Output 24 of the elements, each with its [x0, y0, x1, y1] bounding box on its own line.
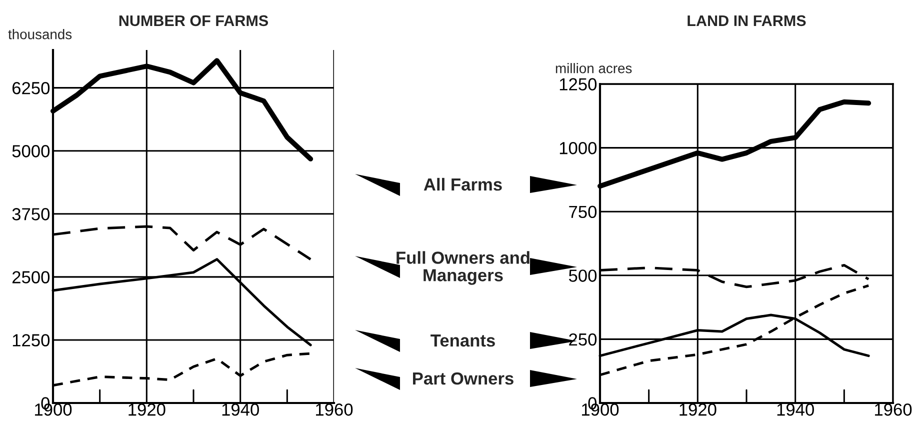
legend-label: Tenants [430, 334, 495, 347]
x-tick-label: 1920 [680, 403, 716, 416]
y-tick-label: 2500 [12, 271, 50, 284]
x-tick-label: 1960 [316, 403, 353, 416]
y-tick-label: 5000 [12, 145, 50, 158]
x-tick-label: 1940 [222, 403, 259, 416]
y-tick-label: 750 [569, 206, 597, 218]
legend-label: Full Owners and Managers [396, 251, 530, 285]
y-axis-title: thousands [8, 29, 72, 40]
x-tick-label: 1960 [875, 403, 912, 416]
x-tick-label: 1940 [777, 403, 814, 416]
x-tick-label: 1920 [128, 403, 166, 416]
chart-title: NUMBER OF FARMS [119, 15, 268, 26]
y-tick-label: 3750 [12, 208, 50, 220]
y-tick-label: 6250 [12, 82, 50, 94]
y-tick-label: 1000 [560, 142, 597, 154]
y-tick-label: 1250 [12, 334, 50, 346]
legend-label: All Farms [424, 178, 502, 191]
chart-title: LAND IN FARMS [688, 15, 806, 26]
y-tick-label: 1250 [560, 78, 597, 90]
y-tick-label: 250 [569, 333, 597, 346]
y-tick-label: 500 [568, 270, 597, 282]
legend-label: Part Owners [413, 372, 514, 385]
y-axis-title: million acres [556, 63, 632, 74]
